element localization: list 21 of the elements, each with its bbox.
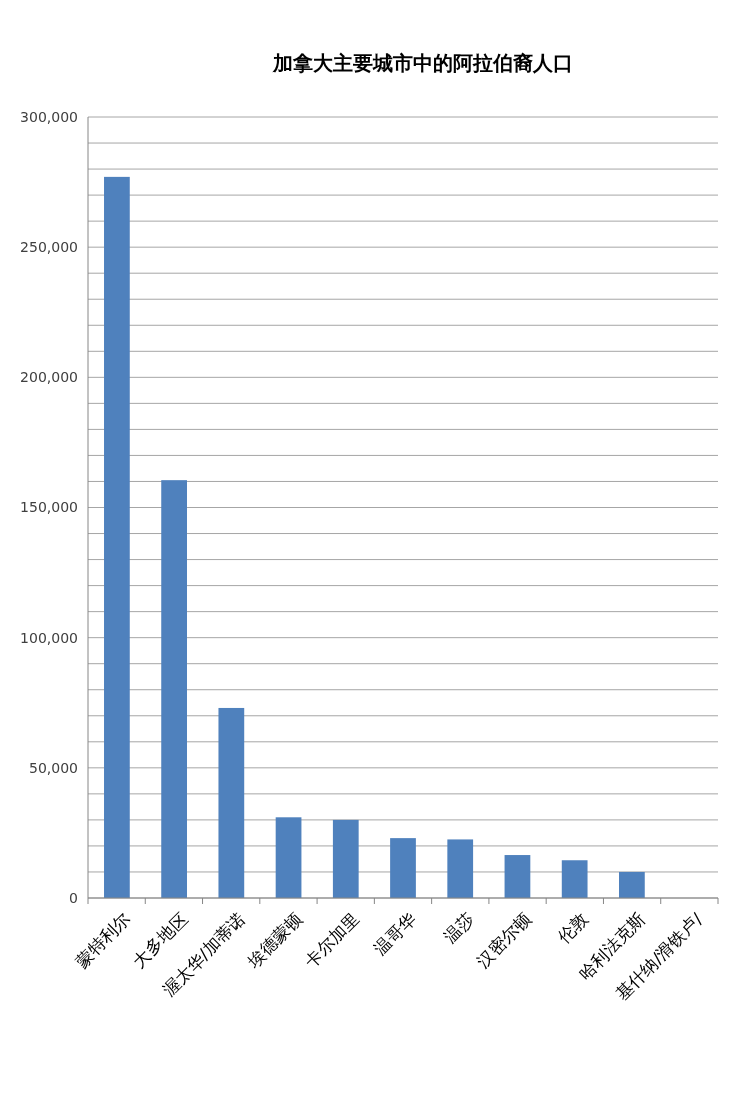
y-tick-label: 150,000 (20, 499, 78, 516)
bar (619, 871, 645, 898)
bar (504, 855, 531, 898)
x-tick-label: 蒙特利尔 (71, 909, 135, 972)
y-tick-label: 50,000 (29, 759, 78, 776)
bar (104, 176, 130, 898)
bar (447, 839, 474, 898)
x-tick-label: 伦敦 (553, 909, 592, 948)
x-tick-label: 温哥华 (370, 909, 421, 960)
y-tick-label: 300,000 (20, 108, 78, 125)
y-tick-label: 250,000 (20, 239, 78, 256)
y-tick-label: 100,000 (20, 629, 78, 646)
y-tick-label: 200,000 (20, 369, 78, 386)
bar (275, 817, 302, 898)
bar (332, 819, 359, 898)
bar (161, 480, 187, 898)
chart-title: 加拿大主要城市中的阿拉伯裔人口 (272, 51, 573, 75)
y-tick-label: 0 (69, 889, 78, 906)
bar (390, 838, 416, 898)
bar (218, 707, 245, 898)
bar (561, 860, 588, 898)
